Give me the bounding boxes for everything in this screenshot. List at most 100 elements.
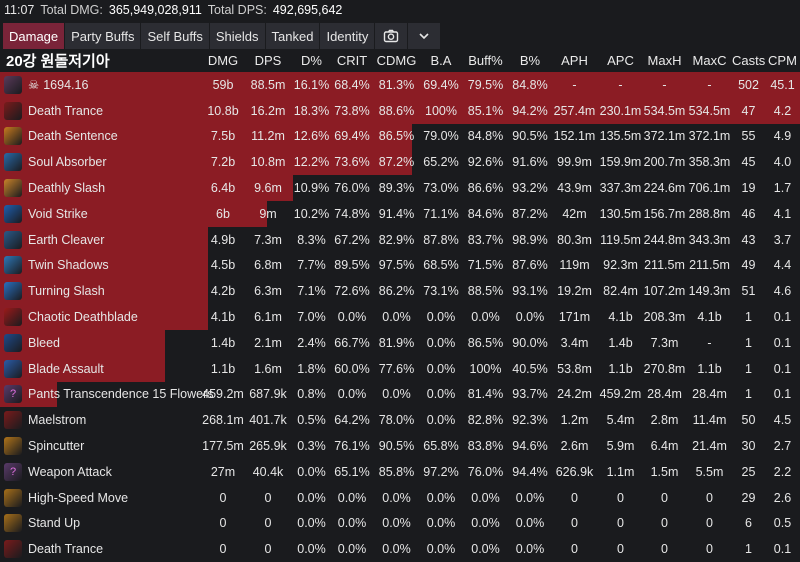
table-row[interactable]: Blade Assault 1.1b 1.6m 1.8% 60.0% 77.6% 0.0% 1… bbox=[0, 355, 800, 382]
cell-back-attack: 100% bbox=[425, 103, 457, 118]
table-row[interactable]: Spincutter 177.5m 265.9k 0.3% 76.1% 90.5% 65.8… bbox=[0, 433, 800, 459]
table-row[interactable]: Stand Up 0 0 0.0% 0.0% 0.0% 0.0% 0.0% 0.0% 0 0 0 0 6 0… bbox=[0, 511, 800, 537]
camera-icon[interactable] bbox=[375, 23, 408, 49]
table-row[interactable]: Death Trance 0 0 0.0% 0.0% 0.0% 0.0% 0.0% 0.0% 0 0… bbox=[0, 536, 800, 562]
cell-casts: 47 bbox=[741, 103, 756, 118]
skill-name: Turning Slash bbox=[28, 284, 105, 299]
tab-shields[interactable]: Shields bbox=[209, 23, 265, 49]
damage-share-bar bbox=[0, 72, 800, 98]
cell-buff-percent: 0.0% bbox=[471, 542, 500, 557]
tab-self-buffs[interactable]: Self Buffs bbox=[141, 23, 209, 49]
cell-casts: 1 bbox=[745, 387, 752, 402]
col-dps[interactable]: DPS bbox=[254, 53, 282, 68]
cell-cpm: 4.0 bbox=[773, 155, 792, 170]
table-row[interactable]: ? Pants Transcendence 15 Flowers 459.2m 687… bbox=[0, 381, 800, 408]
col-cpm[interactable]: CPM bbox=[768, 53, 797, 68]
col-dmg-percent[interactable]: D% bbox=[301, 53, 322, 68]
col-brand-percent[interactable]: B% bbox=[519, 53, 541, 68]
cell-apc: 1.1b bbox=[608, 361, 633, 376]
col-crit[interactable]: CRIT bbox=[336, 53, 368, 68]
col-maxh[interactable]: MaxH bbox=[647, 53, 682, 68]
chaotic-deathblade-icon bbox=[4, 308, 22, 327]
col-buff-percent[interactable]: Buff% bbox=[468, 53, 503, 68]
cell-buff-percent: 88.5% bbox=[467, 284, 504, 299]
cell-brand-percent: 90.5% bbox=[512, 129, 548, 144]
cell-apc: 159.9m bbox=[599, 155, 642, 170]
table-row[interactable]: ☠ 1694.16 59b 88.5m 16.1% 68.4% 81.3% 69.4% 79.5… bbox=[0, 72, 800, 98]
cell-brand-percent: 94.4% bbox=[512, 464, 548, 479]
cell-apc: 4.1b bbox=[608, 310, 633, 325]
chevron-down-icon[interactable] bbox=[408, 23, 441, 49]
cell-buff-percent: 0.0% bbox=[471, 490, 500, 505]
cell-brand-percent: 98.9% bbox=[512, 232, 548, 247]
col-aph[interactable]: APH bbox=[561, 53, 588, 68]
cell-apc: 92.3m bbox=[603, 258, 638, 273]
skill-name: Blade Assault bbox=[28, 361, 104, 376]
cell-aph: 626.9k bbox=[555, 464, 594, 479]
table-row[interactable]: Soul Absorber 7.2b 10.8m 12.2% 73.6% 87.2% 65.… bbox=[0, 149, 800, 176]
cell-maxc: 372.1m bbox=[688, 129, 731, 144]
cell-cdmg: 82.9% bbox=[378, 232, 415, 247]
cell-maxc: 0 bbox=[706, 490, 713, 505]
table-row[interactable]: Bleed 1.4b 2.1m 2.4% 66.7% 81.9% 0.0% 86.5% 90.0… bbox=[0, 329, 800, 356]
cell-cpm: 0.1 bbox=[773, 361, 792, 376]
table-row[interactable]: Death Trance 10.8b 16.2m 18.3% 73.8% 88.6% 100… bbox=[0, 97, 800, 124]
skill-name-cell: High-Speed Move bbox=[0, 488, 201, 507]
table-row[interactable]: Earth Cleaver 4.9b 7.3m 8.3% 67.2% 82.9% 87.8%… bbox=[0, 226, 800, 253]
cell-dps: 2.1m bbox=[254, 335, 282, 350]
table-row[interactable]: High-Speed Move 0 0 0.0% 0.0% 0.0% 0.0% 0.0% 0.0… bbox=[0, 485, 800, 511]
cell-dmg: 7.5b bbox=[210, 129, 236, 144]
skill-name-cell: ? Pants Transcendence 15 Flowers bbox=[0, 385, 214, 404]
cell-maxc: 534.5m bbox=[688, 103, 731, 118]
skill-name-cell: Stand Up bbox=[0, 514, 201, 533]
table-row[interactable]: Void Strike 6b 9m 10.2% 74.8% 91.4% 71.1% 84.6%… bbox=[0, 200, 800, 227]
col-dmg[interactable]: DMG bbox=[207, 53, 239, 68]
cell-maxh: 6.4m bbox=[650, 439, 679, 454]
tab-damage[interactable]: Damage bbox=[3, 23, 65, 49]
cell-back-attack: 65.8% bbox=[423, 439, 459, 454]
cell-dmg-percent: 10.2% bbox=[293, 206, 330, 221]
cell-aph: 3.4m bbox=[560, 335, 589, 350]
col-casts[interactable]: Casts bbox=[732, 53, 766, 68]
clock-time: 11:07 bbox=[4, 3, 35, 17]
cell-dps: 9.6m bbox=[254, 181, 282, 196]
cell-casts: 19 bbox=[741, 181, 756, 196]
skill-name: High-Speed Move bbox=[28, 490, 129, 505]
cell-dmg-percent: 12.6% bbox=[293, 129, 330, 144]
cell-buff-percent: 71.5% bbox=[467, 258, 504, 273]
table-row[interactable]: Chaotic Deathblade 4.1b 6.1m 7.0% 0.0% 0.0% 0.… bbox=[0, 304, 800, 330]
table-row[interactable]: Death Sentence 7.5b 11.2m 12.6% 69.4% 86.5% 79… bbox=[0, 123, 800, 150]
tab-identity[interactable]: Identity bbox=[320, 23, 375, 49]
cell-dmg: 1.1b bbox=[210, 361, 236, 376]
tab-tanked[interactable]: Tanked bbox=[265, 23, 320, 49]
cell-brand-percent: 40.5% bbox=[512, 361, 548, 376]
table-row[interactable]: Turning Slash 4.2b 6.3m 7.1% 72.6% 86.2% 73.1%… bbox=[0, 278, 800, 305]
skill-name: Earth Cleaver bbox=[28, 232, 105, 247]
col-maxc[interactable]: MaxC bbox=[692, 53, 727, 68]
cell-crit: 69.4% bbox=[334, 129, 370, 144]
cell-cpm: 2.2 bbox=[773, 464, 792, 479]
table-row[interactable]: Maelstrom 268.1m 401.7k 0.5% 64.2% 78.0% 0.0% 8… bbox=[0, 407, 800, 433]
cell-dps: 0 bbox=[264, 490, 272, 505]
skill-name-cell: Earth Cleaver bbox=[0, 230, 201, 249]
cell-crit: 0.0% bbox=[337, 387, 367, 402]
cell-maxh: 107.2m bbox=[643, 284, 686, 299]
damage-share-bar bbox=[0, 97, 800, 124]
col-apc[interactable]: APC bbox=[607, 53, 634, 68]
cell-cpm: 45.1 bbox=[770, 77, 795, 92]
cell-dmg-percent: 2.4% bbox=[297, 335, 326, 350]
table-row[interactable]: Twin Shadows 4.5b 6.8m 7.7% 89.5% 97.5% 68.5% 7… bbox=[0, 252, 800, 279]
cell-crit: 60.0% bbox=[334, 361, 370, 376]
table-row[interactable]: Deathly Slash 6.4b 9.6m 10.9% 76.0% 89.3% 73.0… bbox=[0, 175, 800, 201]
col-back-attack[interactable]: B.A bbox=[430, 53, 452, 68]
cell-aph: 42m bbox=[562, 206, 587, 221]
cell-maxc: 28.4m bbox=[692, 387, 727, 402]
cell-crit: 0.0% bbox=[337, 490, 367, 505]
col-cdmg[interactable]: CDMG bbox=[376, 53, 417, 68]
table-row[interactable]: ? Weapon Attack 27m 40.4k 0.0% 65.1% 85.8% 97.2… bbox=[0, 459, 800, 485]
cell-brand-percent: 94.6% bbox=[512, 439, 548, 454]
tab-party-buffs[interactable]: Party Buffs bbox=[65, 23, 141, 49]
cell-apc: 0 bbox=[617, 516, 624, 531]
skill-name: Pants Transcendence 15 Flowers bbox=[28, 387, 214, 402]
cell-apc: 119.5m bbox=[600, 232, 641, 247]
